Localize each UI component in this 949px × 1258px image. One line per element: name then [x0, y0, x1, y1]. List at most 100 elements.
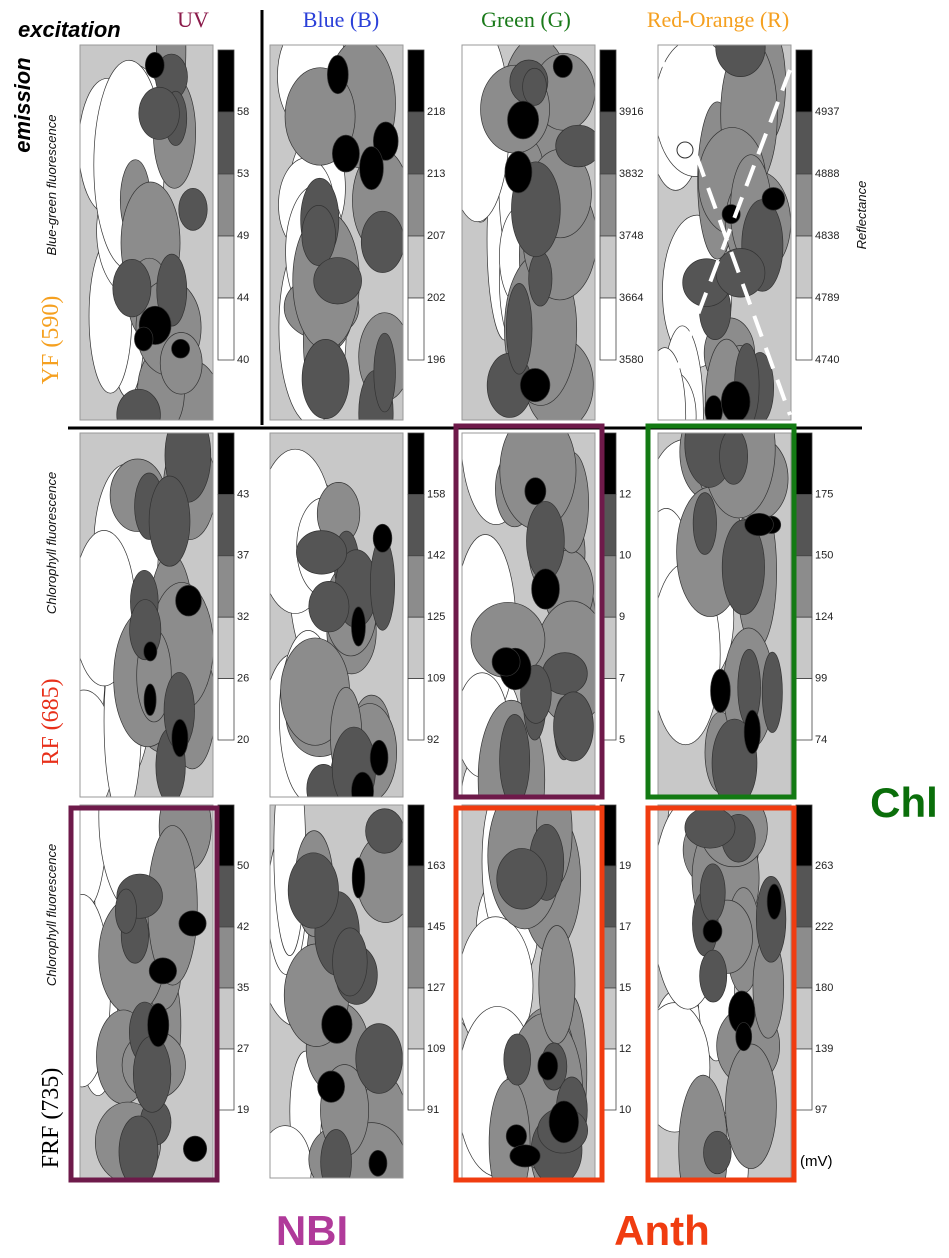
contour-region [506, 283, 532, 374]
contour-region [510, 1145, 540, 1167]
colorbar-band [408, 679, 424, 740]
colorbar-band [796, 866, 812, 927]
colorbar-label: 202 [427, 292, 445, 304]
colorbar-band [408, 236, 424, 298]
contour-map [54, 408, 216, 818]
colorbar-band [796, 927, 812, 988]
contour-region [506, 1125, 526, 1148]
column-header: Green (G) [481, 7, 571, 32]
colorbar-band [408, 112, 424, 174]
colorbar-band [796, 679, 812, 740]
colorbar-label: 43 [237, 488, 249, 500]
contour-region [351, 772, 373, 810]
colorbar-band [408, 50, 424, 112]
colorbar-band [218, 50, 234, 112]
colorbar-label: 12 [619, 488, 631, 500]
contour-region [767, 884, 781, 919]
column-header: Blue (B) [303, 7, 379, 32]
colorbar-label: 207 [427, 230, 445, 242]
colorbar-band [600, 174, 616, 236]
colorbar-band [218, 805, 234, 866]
colorbar-band [218, 112, 234, 174]
contour-region [179, 911, 206, 936]
colorbar-label: 27 [237, 1043, 249, 1055]
contour-region [716, 248, 765, 297]
colorbar-band [218, 236, 234, 298]
contour-region [744, 710, 760, 754]
reflectance-label: Reflectance [854, 181, 869, 250]
colorbar-label: 74 [815, 734, 827, 746]
colorbar-band [408, 927, 424, 988]
colorbar-label: 19 [619, 860, 631, 872]
colorbar-label: 263 [815, 860, 833, 872]
contour-region [539, 926, 575, 1044]
figure: excitationemissionUVBlue (B)Green (G)Red… [0, 0, 949, 1258]
contour-region [309, 581, 349, 632]
colorbar-band [408, 494, 424, 555]
colorbar-band [796, 236, 812, 298]
colorbar-label: 9 [619, 611, 625, 623]
colorbar-label: 40 [237, 354, 249, 366]
excitation-label: excitation [18, 17, 121, 42]
column-header: Red-Orange (R) [647, 7, 789, 32]
contour-region [700, 864, 725, 922]
contour-region [327, 55, 348, 93]
colorbar-band [600, 50, 616, 112]
contour-map [258, 744, 414, 1211]
contour-region [520, 369, 550, 402]
contour-region [538, 1052, 558, 1080]
colorbar-label: 213 [427, 168, 445, 180]
index-label: Anth [614, 1207, 710, 1254]
contour-region [505, 151, 532, 193]
contour-region [314, 258, 362, 304]
contour-region [322, 1005, 352, 1043]
contour-region [523, 68, 547, 105]
contour-region [703, 920, 722, 943]
contour-map [445, 23, 600, 430]
contour-region [527, 501, 565, 580]
colorbar-band [218, 927, 234, 988]
contour-region [711, 669, 731, 712]
colorbar-band [408, 174, 424, 236]
colorbar-label: 26 [237, 673, 249, 685]
colorbar-label: 3832 [619, 168, 643, 180]
colorbar-band [600, 236, 616, 298]
colorbar-band [218, 433, 234, 494]
colorbar-band [600, 298, 616, 360]
colorbar-label: 97 [815, 1104, 827, 1116]
contour-map [79, 0, 221, 447]
contour-region [332, 135, 359, 172]
contour-region [762, 187, 785, 210]
contour-region [172, 719, 188, 757]
contour-region [288, 853, 338, 928]
contour-region [149, 958, 176, 984]
contour-region [685, 807, 735, 848]
contour-region [762, 652, 782, 732]
colorbar-band [408, 1049, 424, 1110]
colorbar-label: 32 [237, 611, 249, 623]
contour-region [554, 692, 594, 761]
unit-label: (mV) [800, 1153, 833, 1170]
contour-region [318, 1071, 345, 1102]
contour-region [370, 740, 388, 775]
colorbar-band [218, 679, 234, 740]
colorbar-label: 109 [427, 1043, 445, 1055]
colorbar-label: 7 [619, 673, 625, 685]
colorbar-label: 4937 [815, 106, 839, 118]
contour-region [705, 396, 723, 426]
colorbar-label: 53 [237, 168, 249, 180]
contour-region [333, 928, 368, 996]
colorbar-band [218, 866, 234, 927]
row-label: YF (590) [38, 296, 64, 385]
colorbar-band [218, 174, 234, 236]
colorbar-band [796, 617, 812, 678]
colorbar-band [408, 298, 424, 360]
colorbar-label: 3580 [619, 354, 643, 366]
colorbar-label: 3748 [619, 230, 643, 242]
contour-region [302, 339, 349, 418]
contour-region [183, 1136, 206, 1161]
contour-region [144, 642, 157, 661]
row-sublabel: Chlorophyll fluorescence [44, 472, 59, 614]
colorbar-band [218, 556, 234, 617]
contour-region [556, 125, 601, 167]
